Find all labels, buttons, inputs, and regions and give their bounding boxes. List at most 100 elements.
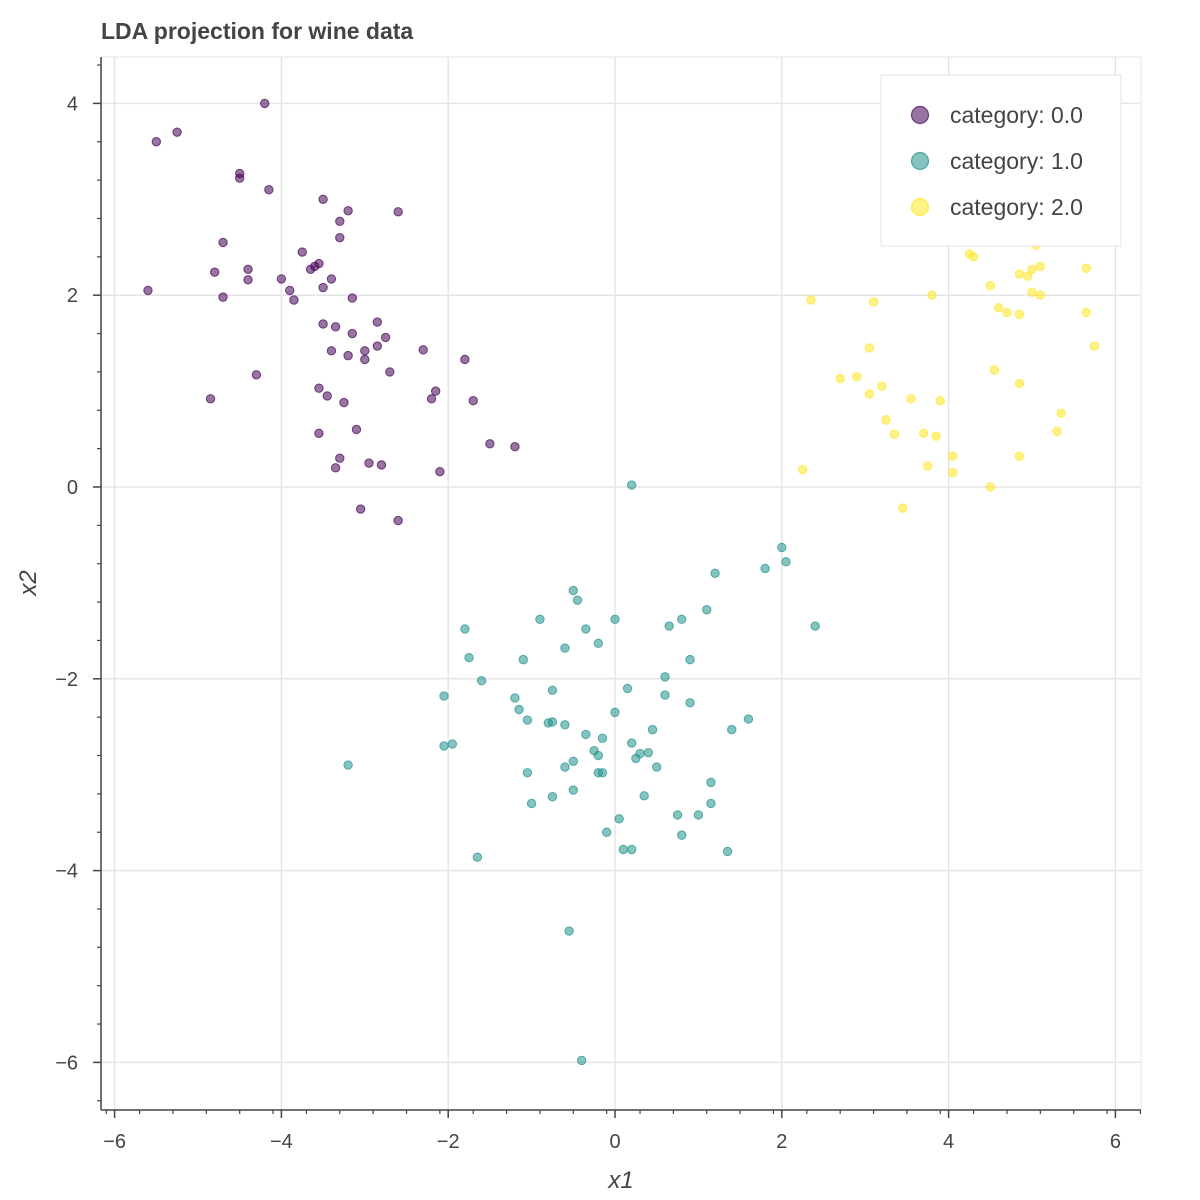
data-point-series-0 <box>330 322 341 332</box>
data-point-series-0 <box>485 439 495 449</box>
data-point-series-1 <box>518 654 528 665</box>
data-point-series-0 <box>372 317 383 327</box>
grid-lines <box>101 57 1141 1110</box>
data-point-series-1 <box>706 798 716 809</box>
data-point-series-2 <box>889 429 900 439</box>
data-point-series-2 <box>985 482 995 492</box>
data-point-series-1 <box>593 638 604 649</box>
data-point-series-2 <box>1081 263 1091 274</box>
data-point-series-2 <box>864 343 875 353</box>
data-point-series-2 <box>935 395 945 406</box>
y-tick-label: 4 <box>67 93 78 115</box>
data-point-series-0 <box>335 232 345 243</box>
data-point-series-2 <box>1014 309 1025 320</box>
axes: −6 −4 −2 0 2 4 6 −6 −4 −2 0 2 4 <box>55 57 1142 1153</box>
data-point-series-1 <box>543 718 553 728</box>
data-point-series-1 <box>547 792 558 802</box>
data-point-series-0 <box>289 295 299 305</box>
data-point-series-0 <box>243 275 253 285</box>
data-point-series-2 <box>797 465 808 475</box>
y-tick-label: 0 <box>67 477 78 499</box>
data-point-series-1 <box>597 733 608 743</box>
x-tick-label: −6 <box>103 1131 126 1153</box>
legend-marker <box>910 151 930 171</box>
data-point-series-2 <box>1056 408 1066 418</box>
data-point-series-0 <box>510 442 520 452</box>
data-point-series-2 <box>968 252 979 262</box>
data-point-series-1 <box>464 653 474 663</box>
data-point-series-1 <box>610 614 620 625</box>
data-point-series-2 <box>881 415 891 425</box>
data-point-series-0 <box>297 247 307 257</box>
data-point-series-2 <box>835 373 845 384</box>
data-point-series-1 <box>522 715 533 725</box>
data-point-series-1 <box>581 624 591 634</box>
data-point-series-2 <box>1027 287 1037 298</box>
data-point-series-1 <box>593 750 604 761</box>
data-point-series-2 <box>1035 290 1046 300</box>
data-point-series-1 <box>672 810 683 820</box>
data-point-series-1 <box>601 827 612 837</box>
data-point-series-0 <box>235 173 245 183</box>
data-point-series-0 <box>347 328 357 339</box>
data-point-series-2 <box>1035 261 1046 272</box>
x-tick-label: −4 <box>270 1131 293 1153</box>
data-point-series-1 <box>626 738 637 748</box>
data-point-series-0 <box>209 267 220 277</box>
data-point-series-2 <box>918 428 929 438</box>
legend-label: category: 2.0 <box>950 194 1083 220</box>
data-point-series-1 <box>597 768 608 778</box>
data-point-series-0 <box>339 397 349 408</box>
data-point-series-0 <box>347 293 357 303</box>
data-point-series-0 <box>385 367 395 377</box>
data-point-series-2 <box>852 372 862 382</box>
data-point-series-1 <box>581 729 591 740</box>
data-point-series-0 <box>380 332 391 343</box>
y-axis-label: x2 <box>15 570 42 596</box>
data-point-series-0 <box>218 237 228 248</box>
data-point-series-1 <box>727 724 737 735</box>
data-point-series-0 <box>314 383 324 393</box>
data-point-series-1 <box>722 846 733 857</box>
data-point-series-0 <box>143 285 153 296</box>
legend-marker <box>910 197 930 217</box>
data-point-series-1 <box>610 707 620 718</box>
data-point-series-1 <box>706 777 716 788</box>
data-point-series-1 <box>677 830 687 840</box>
data-point-series-0 <box>418 345 428 355</box>
data-point-series-2 <box>985 280 995 291</box>
data-point-series-2 <box>948 451 958 462</box>
data-point-series-1 <box>510 693 520 703</box>
data-point-series-1 <box>447 739 458 749</box>
data-point-series-0 <box>205 394 216 404</box>
data-point-series-1 <box>568 585 578 596</box>
data-point-series-1 <box>476 676 487 686</box>
data-point-series-1 <box>660 690 670 700</box>
data-point-series-2 <box>1014 378 1025 389</box>
data-point-series-2 <box>989 365 1000 375</box>
chart-title: LDA projection for wine data <box>101 18 413 44</box>
data-point-series-0 <box>355 504 366 514</box>
data-point-series-1 <box>710 568 720 579</box>
data-point-series-1 <box>810 621 820 631</box>
data-point-series-1 <box>760 563 770 574</box>
data-point-series-0 <box>460 354 470 365</box>
data-point-series-1 <box>618 844 629 855</box>
data-point-series-1 <box>685 654 695 665</box>
data-point-series-0 <box>343 206 353 216</box>
data-point-series-0 <box>318 282 328 293</box>
legend-marker <box>910 105 930 125</box>
data-point-series-2 <box>927 290 937 300</box>
data-point-series-0 <box>330 463 341 473</box>
data-point-series-2 <box>1089 341 1100 351</box>
data-point-series-1 <box>626 844 637 855</box>
data-point-series-1 <box>652 762 662 772</box>
data-point-series-2 <box>906 394 916 404</box>
data-point-series-0 <box>335 216 345 227</box>
data-point-series-2 <box>993 302 1004 313</box>
data-point-series-0 <box>276 274 287 284</box>
data-point-series-1 <box>743 714 754 724</box>
data-point-series-0 <box>326 274 337 284</box>
data-point-series-0 <box>393 515 403 526</box>
